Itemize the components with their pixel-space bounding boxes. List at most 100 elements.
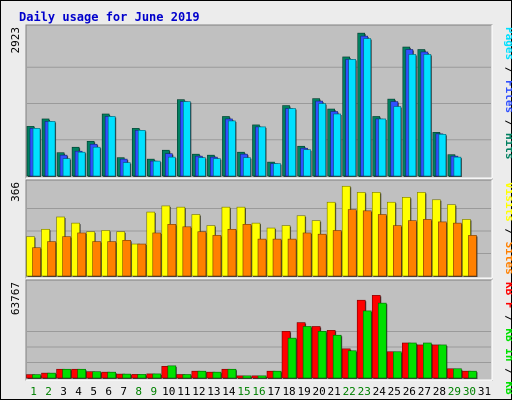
bar-pages-day-22 <box>348 59 357 178</box>
bar-kb-in-day-5 <box>92 371 102 379</box>
bar-kb-in-day-14 <box>227 368 237 379</box>
bar-kb-in-day-13 <box>212 371 222 379</box>
x-tick-label-day-18: 18 <box>282 385 295 398</box>
bar-kb-in-day-23 <box>362 310 373 379</box>
legend-entry: Pages <box>503 27 512 60</box>
panel-2: 366 Visits / Sites <box>9 179 512 279</box>
bar-pages-day-25 <box>393 106 402 177</box>
x-tick-label-day-1: 1 <box>30 385 37 398</box>
bar-kb-in-day-25 <box>392 351 403 379</box>
panel-1-legend: Pages / Files / Hits <box>503 27 512 160</box>
bar-pages-day-10 <box>168 156 177 177</box>
x-tick-label-day-8: 8 <box>135 385 142 398</box>
bar-sites-day-8 <box>137 243 147 277</box>
bar-sites-day-19 <box>302 232 313 277</box>
bar-sites-day-21 <box>332 230 343 277</box>
x-tick-label-day-24: 24 <box>373 385 387 398</box>
x-tick-label-day-14: 14 <box>222 385 236 398</box>
x-tick-label-day-15: 15 <box>237 385 250 398</box>
bar-kb-in-day-8 <box>137 374 147 379</box>
x-tick-label-day-12: 12 <box>192 385 205 398</box>
x-tick-label-day-5: 5 <box>90 385 97 398</box>
bar-kb-in-day-24 <box>377 302 388 379</box>
legend-entry: KB F <box>503 282 512 309</box>
bar-kb-in-day-30 <box>468 370 478 379</box>
x-tick-label-day-19: 19 <box>297 385 310 398</box>
x-tick-label-day-4: 4 <box>75 385 82 398</box>
x-tick-label-day-27: 27 <box>418 385 431 398</box>
x-tick-label-day-25: 25 <box>388 385 401 398</box>
legend-entry: / <box>503 309 512 329</box>
bar-pages-day-4 <box>77 151 87 177</box>
bar-kb-in-day-17 <box>272 370 283 379</box>
bar-sites-day-26 <box>408 220 418 277</box>
bar-pages-day-19 <box>303 149 312 177</box>
x-tick-label-day-31: 31 <box>478 385 491 398</box>
bar-pages-day-23 <box>363 38 372 177</box>
bar-pages-day-11 <box>183 101 192 177</box>
x-tick-label-day-3: 3 <box>60 385 67 398</box>
bar-pages-day-9 <box>152 160 162 177</box>
bar-sites-day-22 <box>347 209 358 277</box>
bar-pages-day-8 <box>137 130 147 177</box>
x-tick-label-day-28: 28 <box>433 385 446 398</box>
bar-sites-day-25 <box>392 225 403 277</box>
chart-title: Daily usage for June 2019 <box>19 10 200 24</box>
x-tick-label-day-20: 20 <box>313 385 326 398</box>
bar-kb-in-day-19 <box>302 326 313 379</box>
legend-entry: KB Out <box>503 381 512 401</box>
bar-pages-day-1 <box>32 128 42 177</box>
x-tick-label-day-29: 29 <box>448 385 461 398</box>
bar-sites-day-1 <box>32 247 42 277</box>
panel-1-ymax-label: 2923 <box>9 27 22 54</box>
x-tick-label-day-7: 7 <box>120 385 127 398</box>
x-tick-label-day-9: 9 <box>150 385 157 398</box>
x-tick-label-day-6: 6 <box>105 385 112 398</box>
bar-pages-day-20 <box>318 103 327 177</box>
bar-sites-day-27 <box>423 219 433 277</box>
bar-pages-day-6 <box>107 116 117 177</box>
bar-pages-day-12 <box>198 157 207 177</box>
bar-pages-day-13 <box>213 158 222 177</box>
legend-entry: / <box>503 113 512 133</box>
legend-entry: Files <box>503 80 512 113</box>
panel-3: 63767 KB F / KB In / KB Out <box>9 279 512 401</box>
bar-pages-day-14 <box>228 120 237 177</box>
bar-kb-in-day-10 <box>167 365 177 379</box>
bar-kb-in-day-1 <box>32 374 42 379</box>
bar-kb-in-day-28 <box>438 344 448 379</box>
x-tick-label-day-22: 22 <box>343 385 356 398</box>
bar-kb-in-day-4 <box>77 368 87 379</box>
bar-kb-in-day-7 <box>122 373 132 379</box>
x-tick-label-day-10: 10 <box>162 385 175 398</box>
bar-sites-day-11 <box>182 226 192 277</box>
bar-sites-day-10 <box>167 224 177 277</box>
bar-kb-in-day-18 <box>287 337 298 379</box>
bar-sites-day-28 <box>438 221 448 277</box>
bar-pages-day-28 <box>438 134 447 177</box>
bar-kb-in-day-6 <box>107 371 117 379</box>
bar-sites-day-14 <box>227 228 237 277</box>
legend-entry: Hits <box>503 133 512 160</box>
bar-kb-in-day-29 <box>453 368 463 379</box>
bar-kb-in-day-27 <box>423 342 433 379</box>
bar-pages-day-17 <box>273 163 282 177</box>
x-tick-label-day-2: 2 <box>45 385 52 398</box>
bar-pages-day-5 <box>92 146 102 177</box>
bar-pages-day-18 <box>288 108 297 177</box>
bar-pages-day-24 <box>378 118 387 177</box>
x-tick-label-day-16: 16 <box>252 385 265 398</box>
bar-kb-in-day-15 <box>242 375 252 379</box>
bar-pages-day-29 <box>453 156 462 177</box>
bar-kb-in-day-12 <box>197 370 207 379</box>
bar-sites-day-3 <box>62 236 72 277</box>
bar-sites-day-13 <box>212 235 222 277</box>
bar-sites-day-18 <box>287 238 298 277</box>
bar-sites-day-7 <box>122 240 132 277</box>
x-tick-label-day-13: 13 <box>207 385 220 398</box>
bar-pages-day-3 <box>62 158 72 177</box>
legend-entry: / <box>503 362 512 382</box>
bar-sites-day-5 <box>92 241 102 277</box>
bar-kb-in-day-22 <box>347 350 358 379</box>
